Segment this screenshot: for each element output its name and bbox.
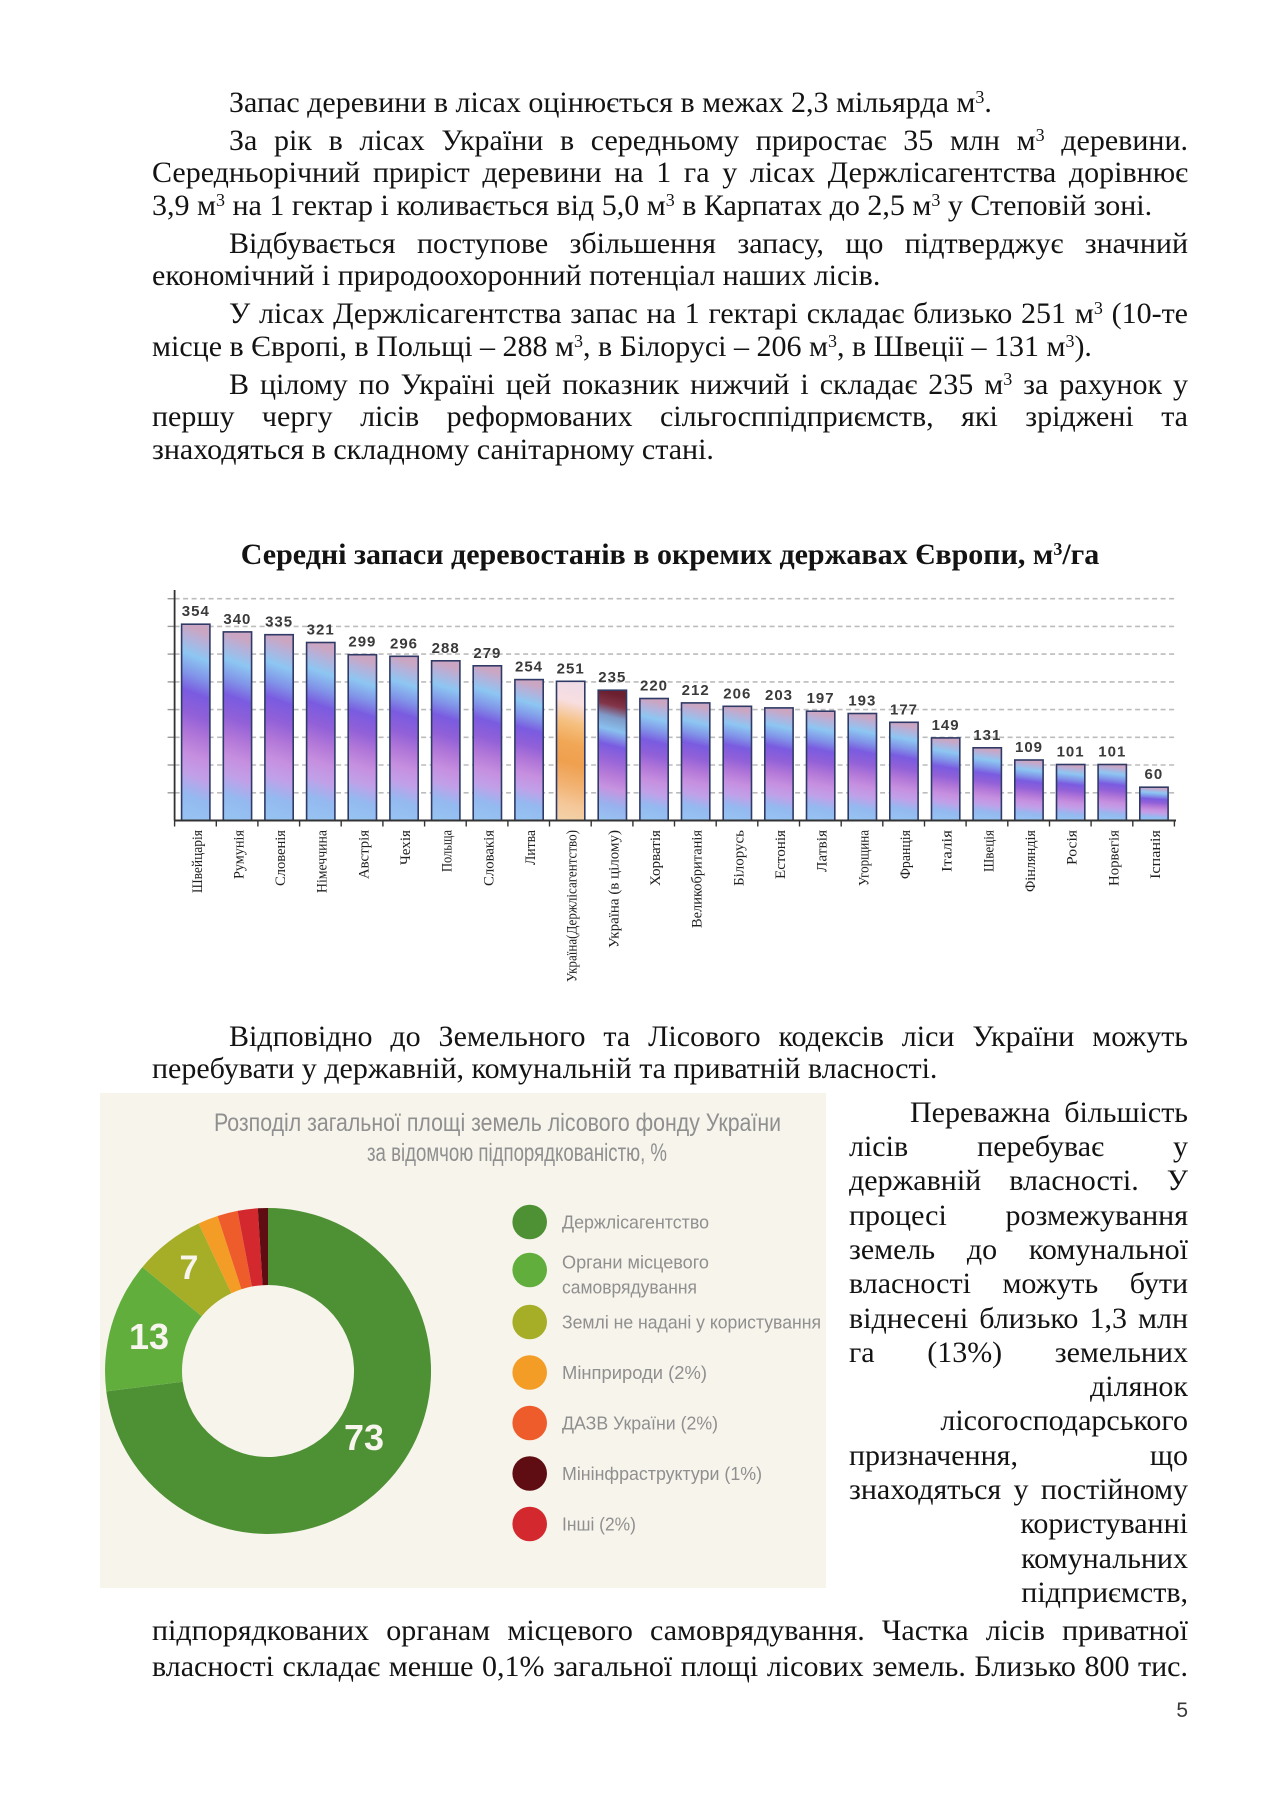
svg-text:149: 149 [932,717,960,734]
svg-text:Іспанія: Іспанія [1148,830,1164,879]
svg-text:206: 206 [723,685,751,702]
svg-text:251: 251 [557,660,585,677]
svg-text:288: 288 [432,640,460,657]
svg-text:296: 296 [390,635,418,652]
svg-text:335: 335 [265,614,293,631]
svg-text:Мінінфраструктури (1%): Мінінфраструктури (1%) [562,1463,762,1484]
svg-text:Інші (2%): Інші (2%) [562,1514,636,1535]
svg-text:Розподіл загальної площі земел: Розподіл загальної площі земель лісового… [214,1109,781,1137]
svg-text:Органи місцевого: Органи місцевого [562,1252,709,1273]
svg-text:7: 7 [180,1249,199,1287]
svg-text:354: 354 [182,603,210,620]
svg-text:60: 60 [1145,766,1164,783]
svg-text:Німеччина: Німеччина [315,830,331,893]
svg-text:Угорщина: Угорщина [856,830,872,886]
svg-text:212: 212 [682,682,710,699]
svg-text:Фінляндія: Фінляндія [1023,830,1039,892]
svg-text:Держлісагентство: Держлісагентство [562,1212,709,1233]
svg-text:101: 101 [1057,744,1085,761]
svg-text:109: 109 [1015,739,1043,756]
svg-text:340: 340 [223,611,251,628]
svg-text:самоврядування: самоврядування [562,1277,697,1298]
svg-text:Норвегія: Норвегія [1106,830,1122,886]
svg-text:321: 321 [307,622,335,639]
svg-text:Франція: Франція [898,830,914,879]
svg-text:197: 197 [807,690,835,707]
svg-text:Італія: Італія [940,830,956,872]
svg-text:Румунія: Румунія [231,830,247,879]
svg-text:203: 203 [765,687,793,704]
svg-text:Чехія: Чехія [398,830,414,865]
svg-text:Україна(Держлісагентство): Україна(Держлісагентство) [565,830,581,982]
svg-text:Швеція: Швеція [981,830,997,872]
svg-text:101: 101 [1098,744,1126,761]
svg-text:Естонія: Естонія [773,830,789,879]
svg-text:Білорусь: Білорусь [731,830,747,886]
svg-text:Латвія: Латвія [815,830,831,872]
svg-text:Мінприроди (2%): Мінприроди (2%) [562,1362,707,1383]
svg-text:193: 193 [848,693,876,710]
svg-text:Хорватія: Хорватія [648,830,664,886]
svg-text:Австрія: Австрія [356,830,372,879]
svg-text:Словакія: Словакія [481,830,497,886]
svg-text:Землі не надані у користування: Землі не надані у користування [562,1312,821,1333]
svg-text:Швейцарія: Швейцарія [190,830,206,893]
svg-text:177: 177 [890,701,918,718]
svg-text:Великобританія: Великобританія [690,830,706,928]
svg-text:13: 13 [129,1316,169,1357]
svg-text:за відомчою підпорядкованістю,: за відомчою підпорядкованістю, % [367,1139,667,1167]
svg-text:ДАЗВ України (2%): ДАЗВ України (2%) [562,1413,718,1434]
svg-text:131: 131 [973,727,1001,744]
svg-text:Росія: Росія [1065,830,1081,865]
svg-text:73: 73 [344,1417,384,1458]
svg-text:279: 279 [473,645,501,662]
svg-text:Словенія: Словенія [273,830,289,886]
svg-text:Польща: Польща [440,830,456,872]
svg-text:254: 254 [515,659,543,676]
svg-text:Україна (в цілому): Україна (в цілому) [606,830,622,948]
svg-text:Литва: Литва [523,830,539,865]
svg-text:299: 299 [348,634,376,651]
svg-text:235: 235 [598,669,626,686]
svg-text:220: 220 [640,678,668,695]
